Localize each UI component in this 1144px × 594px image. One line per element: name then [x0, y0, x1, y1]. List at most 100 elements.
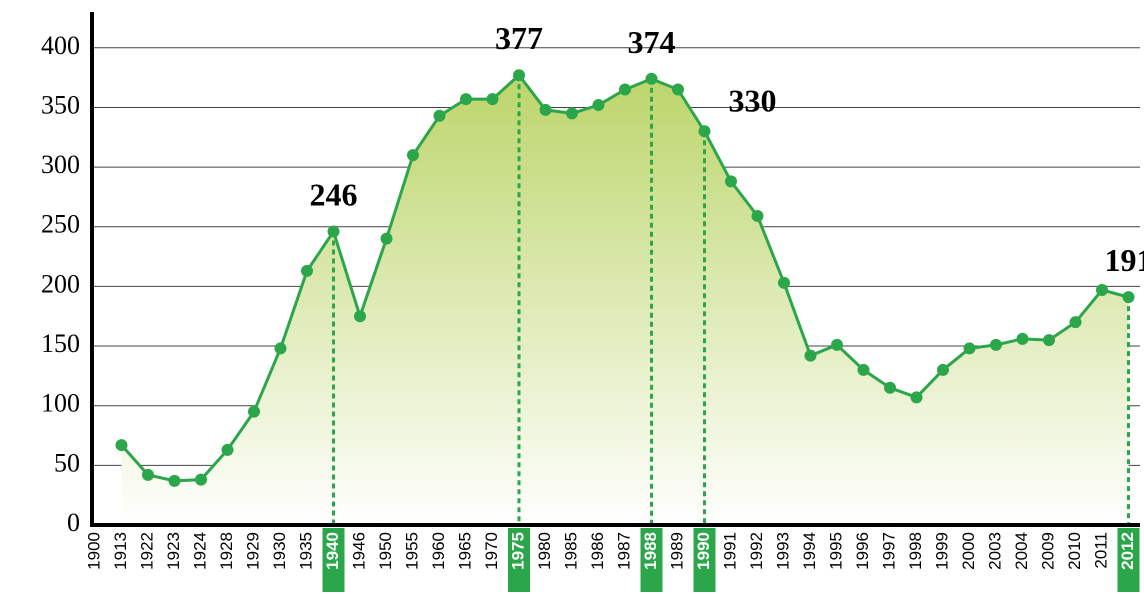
y-tick-label: 400 [41, 31, 80, 60]
x-tick-label: 1980 [535, 532, 554, 570]
x-tick-label: 1987 [614, 532, 633, 570]
x-tick-label: 1991 [720, 532, 739, 570]
point [1043, 334, 1055, 347]
x-tick-highlight [322, 528, 345, 592]
x-tick-label: 1965 [455, 532, 474, 570]
x-tick-label: 1924 [190, 532, 209, 570]
x-tick-label: 1970 [482, 532, 501, 570]
point [486, 93, 499, 106]
x-tick-label: 2000 [959, 532, 978, 570]
point [645, 72, 658, 85]
area [121, 75, 1129, 526]
x-tick-label: 1923 [164, 532, 183, 570]
point [301, 264, 313, 277]
y-tick-label: 300 [41, 150, 80, 179]
point [910, 391, 923, 404]
x-tick-label: 1930 [270, 532, 289, 570]
point [1016, 332, 1029, 345]
x-tick-label: 1994 [800, 532, 819, 570]
x-tick-label: 1935 [296, 532, 315, 570]
point [884, 381, 896, 394]
x-tick-highlight [508, 528, 530, 592]
point [1096, 283, 1108, 296]
point [990, 338, 1002, 351]
x-tick-label: 1990 [694, 532, 713, 570]
x-tick-label: 2003 [985, 532, 1004, 570]
point [327, 225, 340, 238]
y-tick-label: 350 [41, 90, 80, 119]
x-tick-label: 1989 [667, 532, 686, 570]
point [407, 149, 419, 162]
x-tick-label: 1960 [429, 532, 448, 570]
x-tick-label: 1995 [826, 532, 845, 570]
x-tick-label: 2012 [1118, 532, 1137, 570]
data-label: 246 [310, 177, 358, 213]
x-tick-highlight [640, 528, 663, 592]
y-tick-label: 100 [41, 389, 80, 418]
point [115, 439, 128, 452]
point [592, 99, 605, 112]
x-tick-label: 1955 [402, 532, 421, 570]
x-tick-label: 1998 [906, 532, 925, 570]
x-tick-label: 1946 [349, 532, 368, 570]
x-tick-label: 1940 [323, 532, 342, 570]
x-tick-highlight [693, 528, 716, 592]
x-tick-label: 1992 [747, 532, 766, 570]
x-tick-label: 1985 [561, 532, 580, 570]
point [831, 338, 843, 351]
x-tick-label: 1928 [217, 532, 236, 570]
data-label: 374 [628, 24, 676, 60]
point [619, 83, 631, 96]
point [1069, 316, 1082, 329]
x-tick-highlight [1117, 528, 1140, 592]
point [963, 342, 976, 355]
point [751, 210, 764, 223]
point [380, 232, 393, 245]
point [698, 125, 711, 138]
point [142, 468, 154, 481]
point [168, 474, 181, 487]
x-tick-label: 2009 [1038, 532, 1057, 570]
point [857, 363, 870, 376]
x-tick-label: 1988 [641, 532, 660, 570]
point [248, 405, 260, 418]
point [433, 109, 446, 122]
x-tick-label: 1996 [853, 532, 872, 570]
x-tick-label: 1950 [376, 532, 395, 570]
point [725, 175, 737, 188]
point [539, 103, 552, 116]
x-tick-label: 1913 [111, 532, 130, 570]
point [354, 310, 366, 323]
point [937, 363, 949, 376]
x-tick-label: 1900 [84, 532, 103, 570]
x-tick-label: 2004 [1012, 532, 1031, 570]
x-tick-label: 2011 [1091, 532, 1110, 569]
x-tick-label: 1929 [243, 532, 262, 570]
data-label: 191 [1105, 242, 1144, 278]
point [1122, 291, 1135, 304]
y-tick-label: 150 [41, 329, 80, 358]
point [513, 69, 525, 82]
data-label: 377 [495, 20, 543, 56]
x-tick-label: 1993 [773, 532, 792, 570]
point [672, 83, 684, 96]
point [274, 342, 287, 355]
point [566, 107, 578, 120]
y-tick-label: 200 [41, 269, 80, 298]
point [221, 443, 234, 456]
y-tick-label: 50 [54, 448, 80, 477]
point [195, 473, 207, 486]
x-tick-label: 2010 [1065, 532, 1084, 570]
point [460, 93, 472, 106]
x-tick-label: 1922 [137, 532, 156, 570]
y-tick-label: 250 [41, 210, 80, 239]
x-tick-label: 1999 [932, 532, 951, 570]
x-tick-label: 1986 [588, 532, 607, 570]
point [778, 276, 790, 289]
x-tick-label: 1975 [508, 532, 527, 570]
point [804, 349, 817, 362]
y-tick-label: 0 [67, 508, 80, 537]
x-tick-label: 1997 [879, 532, 898, 570]
data-label: 330 [729, 82, 777, 118]
